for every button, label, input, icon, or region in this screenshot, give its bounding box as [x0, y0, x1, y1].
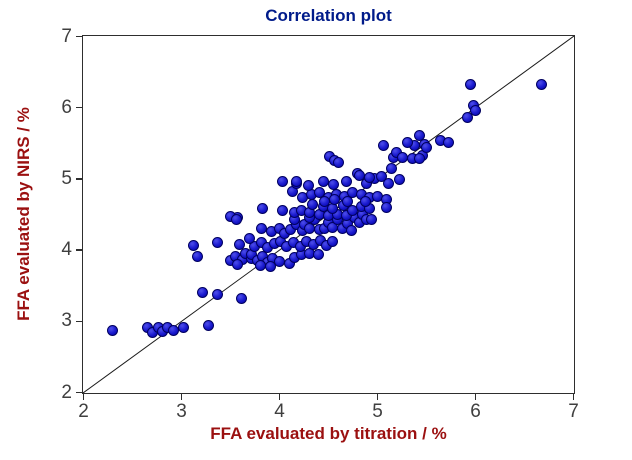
- data-point: [376, 170, 388, 182]
- x-tick-mark: [278, 394, 281, 400]
- chart-title: Correlation plot: [265, 6, 392, 25]
- x-tick-mark: [474, 394, 477, 400]
- data-point: [401, 136, 413, 148]
- data-point: [295, 241, 307, 253]
- x-tick-mark: [376, 394, 379, 400]
- data-point: [211, 236, 223, 248]
- data-point: [236, 292, 248, 304]
- data-point: [333, 157, 345, 169]
- y-tick-mark: [76, 320, 82, 323]
- data-point: [363, 172, 375, 184]
- data-point: [106, 324, 118, 336]
- data-point: [365, 214, 377, 226]
- data-point: [413, 152, 425, 164]
- y-tick-mark: [76, 249, 82, 251]
- plot-area: [82, 35, 575, 394]
- data-point: [273, 222, 285, 234]
- data-point: [232, 259, 244, 271]
- data-point: [443, 136, 455, 148]
- data-point: [394, 174, 406, 186]
- x-tick-label: 4: [274, 401, 285, 422]
- y-tick-label: 7: [61, 25, 72, 47]
- data-point: [197, 286, 209, 298]
- y-tick-mark: [76, 178, 82, 180]
- data-point: [277, 175, 289, 187]
- y-axis-label: FFA evaluated by NIRS / %: [14, 107, 33, 321]
- data-point: [341, 175, 353, 187]
- y-tick-label: 2: [61, 381, 72, 403]
- y-tick-label: 4: [61, 239, 72, 261]
- x-axis-label: FFA evaluated by titration / %: [210, 424, 447, 443]
- data-point: [256, 202, 268, 214]
- x-tick-label: 3: [176, 401, 187, 422]
- x-tick-label: 5: [372, 401, 383, 422]
- data-point: [255, 222, 267, 234]
- data-point: [302, 180, 314, 192]
- data-point: [329, 194, 341, 206]
- y-tick-label: 6: [61, 96, 72, 118]
- data-point: [536, 78, 548, 90]
- data-point: [277, 204, 289, 216]
- y-tick-mark: [76, 391, 82, 394]
- x-tick-label: 6: [470, 401, 481, 422]
- y-tick-mark: [76, 106, 82, 109]
- x-tick-mark: [82, 394, 85, 400]
- data-point: [178, 321, 190, 333]
- data-point: [188, 239, 200, 251]
- data-point: [469, 105, 481, 117]
- data-point: [211, 288, 223, 300]
- x-tick-label: 2: [78, 401, 89, 422]
- data-point: [327, 235, 339, 247]
- data-point: [234, 239, 246, 251]
- data-point: [386, 162, 398, 174]
- data-point: [317, 176, 329, 188]
- data-point: [342, 195, 354, 207]
- data-point: [420, 141, 432, 153]
- data-point: [346, 224, 358, 236]
- data-point: [244, 233, 256, 245]
- x-tick-mark: [180, 394, 183, 400]
- y-tick-mark: [76, 35, 82, 38]
- data-point: [464, 78, 476, 90]
- data-point: [291, 175, 303, 187]
- data-point: [318, 195, 330, 207]
- x-tick-label: 7: [568, 401, 579, 422]
- data-point: [461, 111, 473, 123]
- y-tick-label: 5: [61, 167, 72, 189]
- data-point: [231, 214, 243, 226]
- data-point: [312, 249, 324, 261]
- data-point: [383, 177, 395, 189]
- data-point: [378, 140, 390, 152]
- data-point: [381, 202, 393, 214]
- x-tick-mark: [572, 394, 575, 400]
- data-point: [264, 261, 276, 273]
- data-point: [192, 251, 204, 263]
- data-point: [359, 195, 371, 207]
- data-point: [328, 178, 340, 190]
- data-point: [167, 324, 179, 336]
- y-tick-label: 3: [61, 310, 72, 332]
- data-point: [202, 319, 214, 331]
